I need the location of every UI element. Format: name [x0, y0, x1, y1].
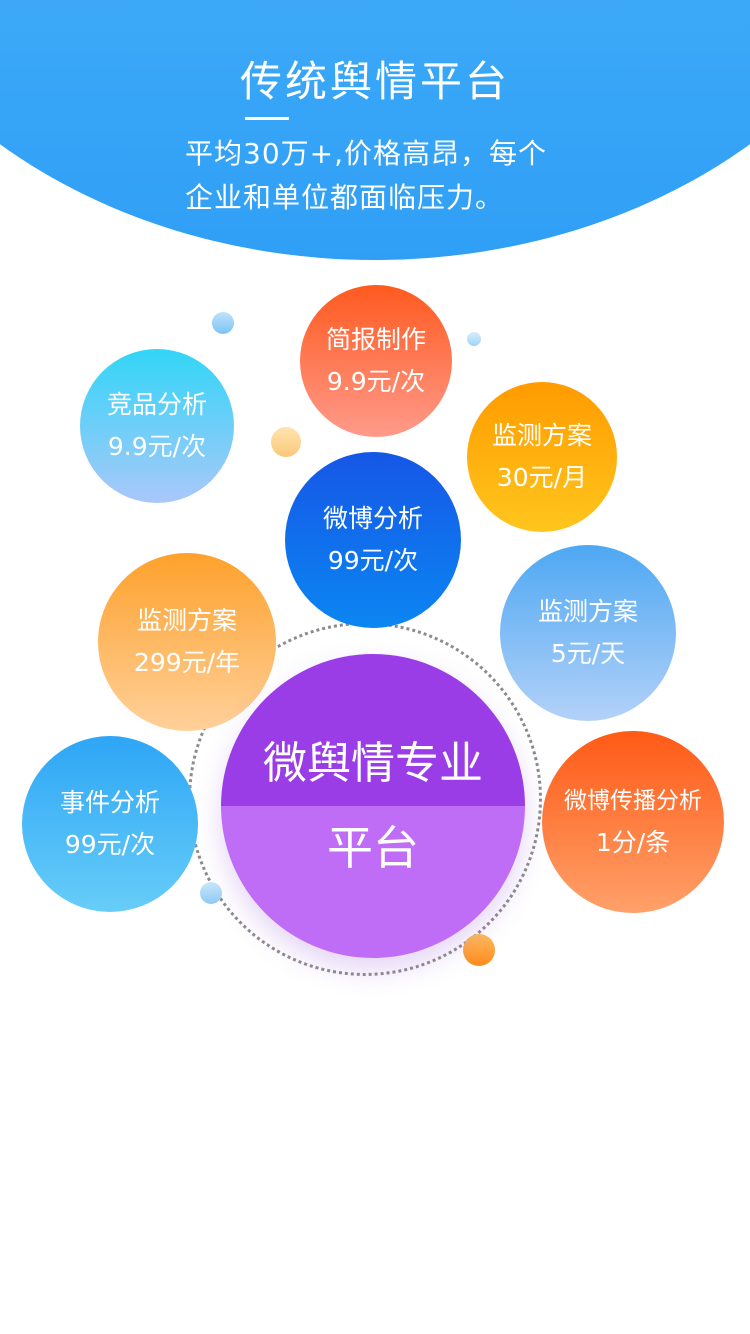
service-title: 监测方案 — [537, 597, 638, 626]
header-description: 平均30万+,价格高昂，每个 企业和单位都面临压力。 — [185, 132, 605, 220]
decorative-dot — [212, 312, 234, 334]
service-bubble-weibo-analysis[interactable]: 微博分析 99元/次 — [285, 452, 461, 628]
service-bubble-briefing[interactable]: 简报制作 9.9元/次 — [300, 285, 452, 437]
decorative-dot — [467, 332, 481, 346]
service-title: 简报制作 — [325, 325, 426, 354]
decorative-dot — [271, 427, 301, 457]
service-price: 9.9元/次 — [107, 432, 207, 461]
description-line: 企业和单位都面临压力。 — [185, 181, 505, 214]
service-price: 1分/条 — [595, 828, 671, 857]
service-price: 30元/月 — [496, 463, 588, 492]
service-bubble-monitoring-monthly[interactable]: 监测方案 30元/月 — [467, 382, 617, 532]
service-title: 微博传播分析 — [564, 788, 702, 814]
service-title: 微博分析 — [322, 504, 423, 533]
decorative-dot — [200, 882, 222, 904]
service-title: 竞品分析 — [106, 390, 207, 419]
description-line: 平均30万+,价格高昂，每个 — [185, 137, 547, 170]
service-price: 9.9元/次 — [326, 367, 426, 396]
header-banner — [0, 0, 750, 260]
platform-name-suffix: 平台 — [327, 821, 419, 875]
service-bubble-weibo-spread-analysis[interactable]: 微博传播分析 1分/条 — [542, 731, 724, 913]
service-bubble-competitor-analysis[interactable]: 竞品分析 9.9元/次 — [80, 349, 234, 503]
center-top-half — [221, 654, 525, 806]
service-title: 监测方案 — [491, 421, 592, 450]
center-bottom-half — [221, 806, 525, 958]
service-price: 99元/次 — [327, 546, 419, 575]
page-title: 传统舆情平台 — [239, 57, 510, 106]
platform-name: 微舆情专业 — [263, 738, 483, 789]
service-title: 事件分析 — [59, 788, 160, 817]
service-title: 监测方案 — [136, 606, 237, 635]
service-bubble-event-analysis[interactable]: 事件分析 99元/次 — [22, 736, 198, 912]
title-underline — [245, 117, 289, 120]
service-bubble-monitoring-yearly[interactable]: 监测方案 299元/年 — [98, 553, 276, 731]
service-price: 5元/天 — [550, 639, 626, 668]
platform-center-circle[interactable]: 微舆情专业 平台 — [221, 654, 525, 958]
service-price: 99元/次 — [64, 830, 156, 859]
service-bubble-monitoring-daily[interactable]: 监测方案 5元/天 — [500, 545, 676, 721]
